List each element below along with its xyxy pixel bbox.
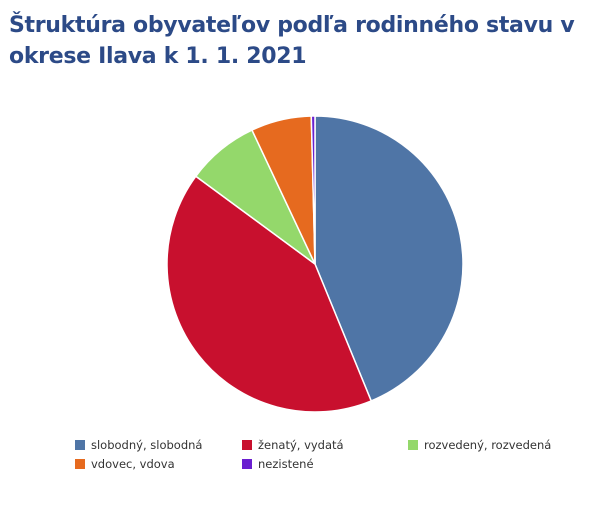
legend-swatch-vdovec [75,459,85,469]
legend-swatch-rozvedeny [408,440,418,450]
chart-legend: slobodný, slobodná ženatý, vydatá rozved… [75,437,595,477]
chart-title: Štruktúra obyvateľov podľa rodinného sta… [9,13,575,69]
legend-label-vdovec: vdovec, vdova [91,457,175,471]
legend-item-nezistene[interactable]: nezistené [242,456,314,472]
legend-label-slobodny: slobodný, slobodná [91,438,203,452]
legend-label-nezistene: nezistené [258,457,314,471]
legend-label-zenaty: ženatý, vydatá [258,438,344,452]
legend-item-slobodny[interactable]: slobodný, slobodná [75,437,202,453]
pie-slices [166,115,464,413]
pie-slice-slobodny[interactable] [314,115,464,402]
legend-swatch-slobodny [75,440,85,450]
legend-item-zenaty[interactable]: ženatý, vydatá [242,437,344,453]
pie-slice-nezistene[interactable] [310,115,316,265]
legend-item-vdovec[interactable]: vdovec, vdova [75,456,175,472]
pie-slice-zenaty[interactable] [166,175,372,413]
legend-item-rozvedeny[interactable]: rozvedený, rozvedená [408,437,551,453]
legend-swatch-nezistene [242,459,252,469]
legend-swatch-zenaty [242,440,252,450]
legend-label-rozvedeny: rozvedený, rozvedená [424,438,552,452]
